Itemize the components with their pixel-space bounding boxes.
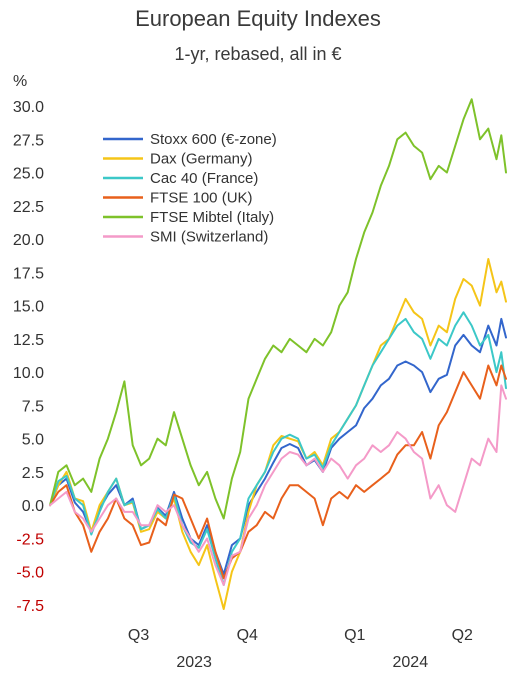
x-axis-labels: Q3 Q4 Q1 Q2 2023 2024	[128, 627, 473, 671]
chart-series-lines	[49, 98, 507, 610]
y-tick-label: 5.0	[22, 432, 44, 449]
legend-label: SMI (Switzerland)	[150, 229, 268, 246]
y-tick-label: 27.5	[13, 132, 44, 149]
y-tick-label: 17.5	[13, 265, 44, 282]
y-tick-label: 7.5	[22, 398, 44, 415]
x-year-label: 2023	[176, 654, 212, 671]
series-line-1	[49, 258, 507, 610]
y-tick-label: 2.5	[22, 465, 44, 482]
legend-label: FTSE Mibtel (Italy)	[150, 209, 274, 226]
y-tick-label: 15.0	[13, 299, 44, 316]
legend-label: FTSE 100 (UK)	[150, 190, 253, 207]
y-tick-label: 12.5	[13, 332, 44, 349]
y-tick-label: -5.0	[16, 565, 44, 582]
legend-label: Dax (Germany)	[150, 151, 253, 168]
y-tick-label: 30.0	[13, 99, 44, 116]
legend-label: Stoxx 600 (€-zone)	[150, 131, 277, 148]
chart-subtitle: 1-yr, rebased, all in €	[174, 44, 342, 64]
y-axis-unit: %	[13, 73, 27, 90]
x-quarter-label: Q2	[452, 627, 473, 644]
y-tick-label: 10.0	[13, 365, 44, 382]
y-tick-label: 22.5	[13, 199, 44, 216]
y-tick-label: -7.5	[16, 598, 44, 615]
legend-label: Cac 40 (France)	[150, 170, 258, 187]
y-tick-label: 0.0	[22, 498, 44, 515]
x-quarter-label: Q4	[237, 627, 258, 644]
x-year-label: 2024	[393, 654, 429, 671]
x-quarter-label: Q1	[344, 627, 365, 644]
x-quarter-label: Q3	[128, 627, 149, 644]
y-axis-ticks: 30.0 27.5 25.0 22.5 20.0 17.5 15.0 12.5 10.0 7.5 5…	[13, 99, 44, 615]
chart-title: European Equity Indexes	[135, 6, 381, 31]
series-line-3	[49, 364, 507, 580]
series-line-4	[49, 98, 507, 520]
series-line-2	[49, 311, 507, 586]
series-line-0	[49, 317, 507, 576]
y-tick-label: -2.5	[16, 531, 44, 548]
chart-legend: Stoxx 600 (€-zone) Dax (Germany) Cac 40 (F…	[103, 131, 277, 246]
series-line-5	[49, 384, 507, 586]
y-tick-label: 25.0	[13, 166, 44, 183]
y-tick-label: 20.0	[13, 232, 44, 249]
